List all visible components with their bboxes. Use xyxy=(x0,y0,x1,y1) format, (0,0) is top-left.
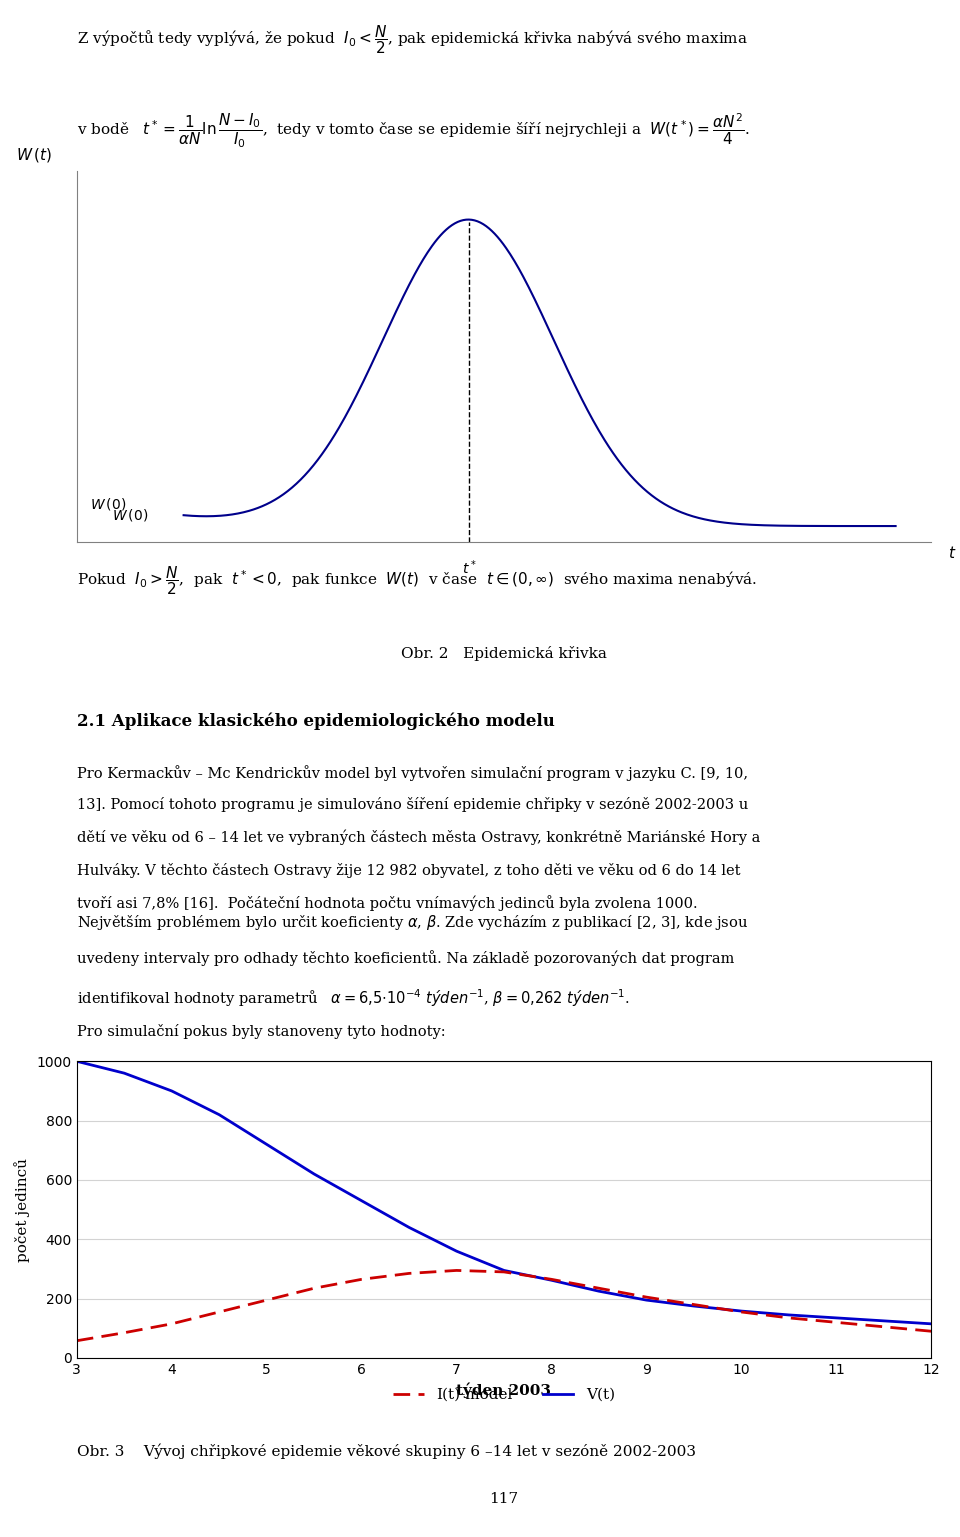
Text: Obr. 2   Epidemická křivka: Obr. 2 Epidemická křivka xyxy=(401,646,607,661)
Text: Pokud  $I_0 > \dfrac{N}{2}$,  pak  $t^* < 0$,  pak funkce  $W(t)$  v čase  $t \i: Pokud $I_0 > \dfrac{N}{2}$, pak $t^* < 0… xyxy=(77,564,756,598)
Y-axis label: počet jedinců: počet jedinců xyxy=(14,1157,30,1262)
Text: dětí ve věku od 6 – 14 let ve vybraných částech města Ostravy, konkrétně Mariáns: dětí ve věku od 6 – 14 let ve vybraných … xyxy=(77,830,760,845)
Text: 13]. Pomocí tohoto programu je simulováno šíření epidemie chřipky v sezóně 2002-: 13]. Pomocí tohoto programu je simulován… xyxy=(77,798,748,812)
Text: 2.1 Aplikace klasického epidemiologického modelu: 2.1 Aplikace klasického epidemiologickéh… xyxy=(77,713,555,730)
Text: $t$: $t$ xyxy=(948,546,957,561)
Text: identifikoval hodnoty parametrů   $\alpha = 6{,}5{\cdot}10^{-4}$ $týden^{-1}$, $: identifikoval hodnoty parametrů $\alpha … xyxy=(77,987,630,1008)
Legend: I(t)-model, V(t): I(t)-model, V(t) xyxy=(387,1382,621,1408)
Text: 117: 117 xyxy=(490,1492,518,1506)
Text: Největším problémem bylo určit koeficienty $\alpha$, $\beta$. Zde vycházím z pub: Největším problémem bylo určit koeficien… xyxy=(77,913,748,931)
Text: $N = 1053, V(0) = 1000, R(0) = 0, I(0) = 53, \alpha = 6{,}5{\cdot}10^{-4}$ $týde: $N = 1053, V(0) = 1000, R(0) = 0, I(0) =… xyxy=(77,1062,678,1084)
Text: v bodě   $t^* = \dfrac{1}{\alpha N}\ln\dfrac{N-I_0}{I_0}$,  tedy v tomto čase se: v bodě $t^* = \dfrac{1}{\alpha N}\ln\dfr… xyxy=(77,112,750,151)
Text: Pro Kermackův – Mc Kendrickův model byl vytvořen simulační program v jazyku C. [: Pro Kermackův – Mc Kendrickův model byl … xyxy=(77,764,748,781)
Y-axis label: $W\,(t)$: $W\,(t)$ xyxy=(16,146,52,164)
Text: Hulváky. V těchto částech Ostravy žije 12 982 obyvatel, z toho děti ve věku od 6: Hulváky. V těchto částech Ostravy žije 1… xyxy=(77,862,740,878)
Text: tvoří asi 7,8% [16].  Počáteční hodnota počtu vnímavých jedinců byla zvolena 100: tvoří asi 7,8% [16]. Počáteční hodnota p… xyxy=(77,895,697,911)
Text: $W\,(0)$: $W\,(0)$ xyxy=(111,507,148,523)
Text: $t^*$: $t^*$ xyxy=(462,558,476,576)
Text: $W\,(0)$: $W\,(0)$ xyxy=(90,496,127,512)
Text: Obr. 3    Vývoj chřipkové epidemie věkové skupiny 6 –14 let v sezóně 2002-2003: Obr. 3 Vývoj chřipkové epidemie věkové s… xyxy=(77,1443,696,1459)
Text: Z výpočtů tedy vyplývá, že pokud  $I_0 < \dfrac{N}{2}$, pak epidemická křivka na: Z výpočtů tedy vyplývá, že pokud $I_0 < … xyxy=(77,23,748,55)
Text: Pro simulační pokus byly stanoveny tyto hodnoty:: Pro simulační pokus byly stanoveny tyto … xyxy=(77,1024,445,1039)
X-axis label: týden 2003: týden 2003 xyxy=(457,1382,551,1397)
Text: uvedeny intervaly pro odhady těchto koeficientů. Na základě pozorovaných dat pro: uvedeny intervaly pro odhady těchto koef… xyxy=(77,950,734,965)
